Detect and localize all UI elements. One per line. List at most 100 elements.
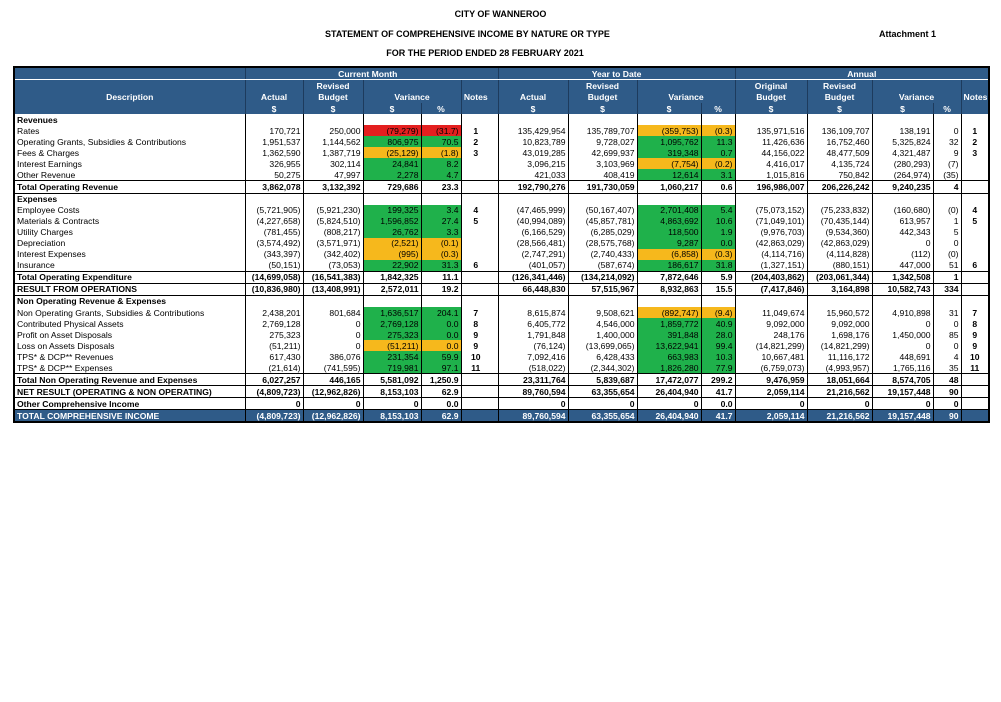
annual-original-budget: (1,327,151) (734, 259, 808, 272)
header-gap (490, 67, 499, 81)
ytd-variance-amount: 13,622,941 (636, 340, 702, 352)
annual-variance-amount: (264,974) (871, 169, 934, 181)
header-dollar: $ (497, 102, 569, 115)
annual-variance-pct: (7) (932, 158, 962, 170)
annual-revised-budget: 48,477,509 (806, 147, 873, 159)
annual-variance-pct: 90 (932, 409, 962, 423)
cm-revised-budget: (13,408,991) (302, 282, 363, 296)
cm-revised-budget: (5,824,510) (302, 215, 363, 227)
cm-variance-pct: (1.8) (420, 147, 461, 159)
empty-cell (244, 295, 303, 307)
group-year-to-date: Year to Date (497, 67, 736, 81)
annual-revised-budget: 136,109,707 (806, 125, 873, 137)
empty-cell (567, 114, 638, 126)
ytd-variance-amount: 7,872,646 (636, 270, 702, 284)
ytd-actual: 192,790,276 (497, 180, 569, 194)
header-actual: Actual (244, 91, 303, 103)
ytd-revised-budget: 3,103,969 (567, 158, 638, 170)
cm-variance-pct: 70.5 (420, 136, 461, 148)
ytd-actual: (518,022) (497, 362, 569, 374)
ytd-actual: 135,429,954 (497, 125, 569, 137)
table-row: Non Operating Grants, Subsidies & Contri… (13, 306, 990, 319)
header-blank (960, 79, 990, 92)
annual-original-budget: (14,821,299) (734, 340, 808, 352)
ytd-variance-pct: 0.0 (700, 237, 736, 249)
annual-variance-amount: 613,957 (871, 215, 934, 227)
cm-revised-budget: (16,541,383) (302, 270, 363, 284)
header-blank (960, 102, 990, 115)
empty-cell (497, 295, 569, 307)
cm-actual: (4,809,723) (244, 409, 303, 423)
annual-revised-budget: (880,151) (806, 259, 873, 272)
statement-title: STATEMENT OF COMPREHENSIVE INCOME BY NAT… (325, 29, 610, 39)
header-blank (636, 79, 736, 92)
annual-note: 7 (960, 306, 990, 319)
empty-cell (636, 193, 702, 205)
empty-cell (302, 295, 363, 307)
annual-revised-budget: 1,698,176 (806, 329, 873, 341)
cm-variance-pct: 0.0 (420, 329, 461, 341)
row-label: Rates (13, 125, 245, 137)
ytd-actual: (76,124) (497, 340, 569, 352)
cm-variance-amount: 8,153,103 (362, 409, 421, 423)
annual-note (960, 409, 990, 423)
ytd-variance-pct: (0.3) (700, 248, 736, 260)
cm-revised-budget: 3,132,392 (302, 180, 363, 194)
column-gap (490, 282, 499, 296)
cm-note: 4 (460, 204, 491, 216)
annual-note (960, 248, 990, 260)
column-gap (490, 362, 499, 374)
annual-revised-budget: (75,233,832) (806, 204, 873, 216)
ytd-actual: 421,033 (497, 169, 569, 181)
ytd-variance-amount: 391,848 (636, 329, 702, 341)
row-label: Insurance (13, 259, 245, 272)
ytd-variance-amount: (6,858) (636, 248, 702, 260)
empty-cell (960, 295, 990, 307)
annual-variance-amount: (112) (871, 248, 934, 260)
column-gap (490, 351, 499, 363)
ytd-actual: (28,566,481) (497, 237, 569, 249)
table-row: Interest Earnings 326,955 302,114 24,841 8.2… (13, 158, 990, 170)
annual-note: 11 (960, 362, 990, 374)
annual-original-budget: (75,073,152) (734, 204, 808, 216)
group-annual: Annual (734, 67, 990, 81)
ytd-variance-pct: (0.3) (700, 125, 736, 137)
ytd-revised-budget: (28,575,768) (567, 237, 638, 249)
annual-note (960, 282, 990, 296)
annual-original-budget: 9,476,959 (734, 373, 808, 387)
ytd-actual: 3,096,215 (497, 158, 569, 170)
annual-variance-amount: 1,450,000 (871, 329, 934, 341)
header-pct: % (420, 102, 461, 115)
ytd-actual: 1,791,848 (497, 329, 569, 341)
row-label: Employee Costs (13, 204, 245, 216)
cm-actual: (3,574,492) (244, 237, 303, 249)
row-label: Total Non Operating Revenue and Expenses (13, 373, 245, 387)
cm-note: 5 (460, 215, 491, 227)
cm-revised-budget: 47,997 (302, 169, 363, 181)
cm-variance-amount: 22,902 (362, 259, 421, 272)
annual-revised-budget: (14,821,299) (806, 340, 873, 352)
table-header: Current Month Year to Date Annual Revise… (13, 67, 990, 115)
page-title: CITY OF WANNEROO (454, 9, 547, 19)
annual-original-budget: 196,986,007 (734, 180, 808, 194)
empty-cell (700, 114, 736, 126)
annual-original-budget: 4,416,017 (734, 158, 808, 170)
empty-cell (460, 295, 491, 307)
header-gap (490, 79, 499, 92)
cm-revised-budget: 1,387,719 (302, 147, 363, 159)
attachment-label: Attachment 1 (879, 29, 937, 39)
empty-cell (362, 193, 421, 205)
annual-revised-budget: (203,061,344) (806, 270, 873, 284)
empty-cell (871, 193, 934, 205)
empty-cell (806, 193, 873, 205)
empty-cell (244, 193, 303, 205)
column-gap (490, 215, 499, 227)
column-gap (490, 125, 499, 137)
row-label: Expenses (13, 193, 245, 205)
cm-revised-budget: (342,402) (302, 248, 363, 260)
cm-note (460, 270, 491, 284)
cm-actual: (5,721,905) (244, 204, 303, 216)
cm-variance-pct: 19.2 (420, 282, 461, 296)
table-row: Contributed Physical Assets 2,769,128 0 2,7… (13, 318, 990, 330)
cm-variance-pct: 204.1 (420, 306, 461, 319)
